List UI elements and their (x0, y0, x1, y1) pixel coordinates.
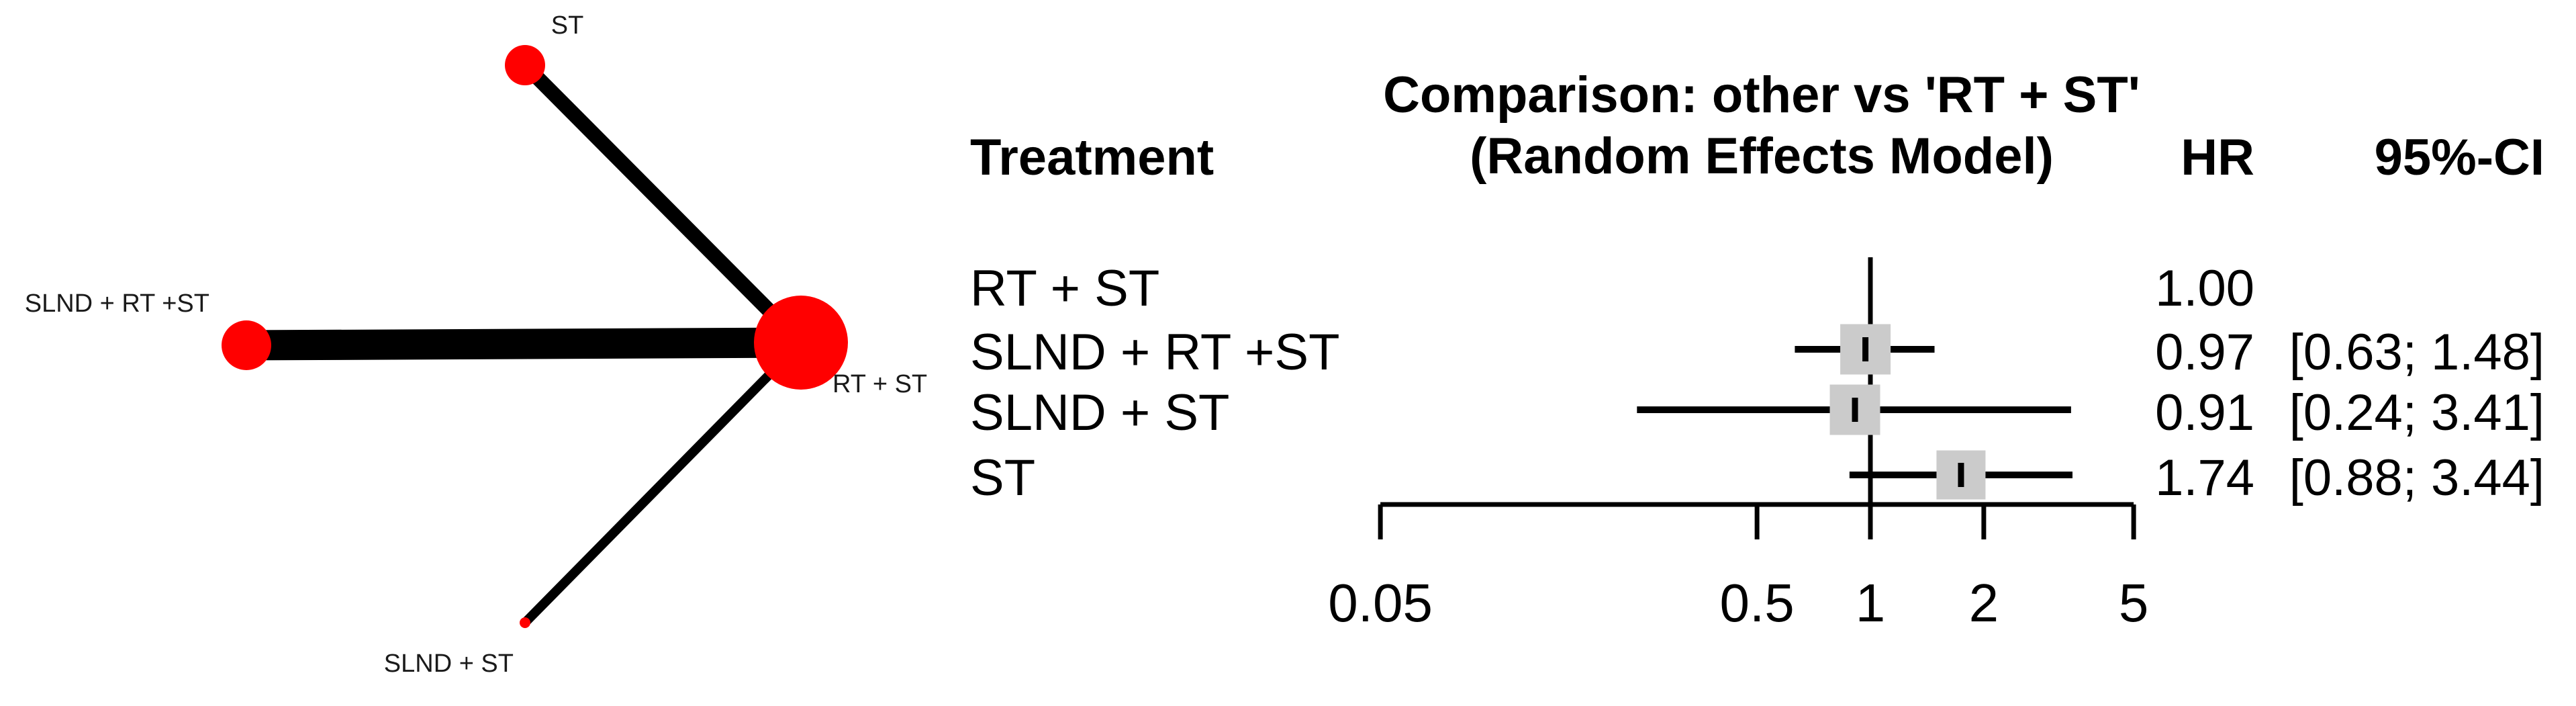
axis-tick-label: 0.05 (1328, 573, 1433, 633)
network-label-slnd-st: SLND + ST (383, 650, 514, 678)
row-ci-value: [0.24; 3.41] (2289, 384, 2544, 441)
forest-title-line2: (Random Effects Model) (1470, 128, 2054, 185)
axis-tick-label: 2 (1968, 573, 1999, 633)
row-treatment: RT + ST (970, 260, 1160, 317)
network-node-3 (520, 617, 530, 628)
axis-tick-label: 1 (1855, 573, 1886, 633)
row-treatment: ST (970, 449, 1036, 506)
network-node-0 (505, 45, 545, 85)
network-label-slnd-rt-st: SLND + RT +ST (24, 290, 209, 318)
network-label-rt-st: RT + ST (832, 370, 928, 398)
network-label-st: ST (551, 11, 584, 40)
axis-tick-label: 5 (2118, 573, 2149, 633)
axis-tick-label: 0.5 (1719, 573, 1795, 633)
row-ci-value: [0.63; 1.48] (2289, 324, 2544, 381)
network-node-1 (222, 320, 271, 370)
network-edge-2 (522, 339, 804, 626)
network-node-2 (754, 296, 848, 390)
row-hr-value: 0.97 (2155, 324, 2254, 381)
row-hr-value: 1.00 (2155, 260, 2254, 317)
row-hr-value: 1.74 (2155, 449, 2254, 506)
forest-title-line1: Comparison: other vs 'RT + ST' (1383, 67, 2140, 124)
network-edge-0 (520, 60, 806, 348)
network-edge-1 (246, 327, 802, 361)
row-ci-value: [0.88; 3.44] (2289, 449, 2544, 506)
row-hr-value: 0.91 (2155, 384, 2254, 441)
column-header-hr: HR (2181, 129, 2254, 186)
row-treatment: SLND + ST (970, 384, 1230, 441)
column-header-treatment: Treatment (970, 129, 1214, 186)
column-header-ci: 95%-CI (2374, 129, 2544, 186)
row-treatment: SLND + RT +ST (970, 324, 1340, 381)
